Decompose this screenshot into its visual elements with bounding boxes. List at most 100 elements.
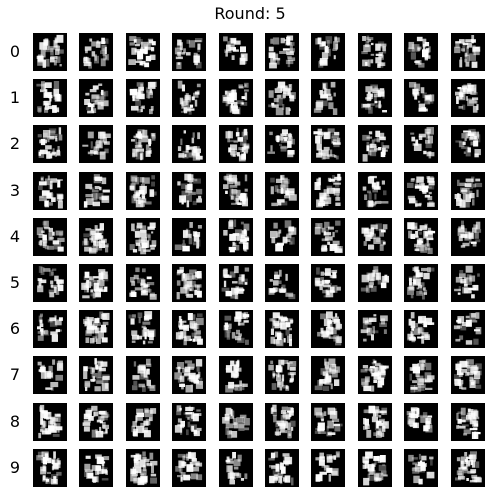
row-label: 0 xyxy=(9,42,21,61)
sample-image xyxy=(450,171,485,210)
sample-image xyxy=(357,79,392,118)
sample-image xyxy=(357,448,392,487)
sample-image xyxy=(265,79,299,118)
sample-image xyxy=(311,125,346,164)
sample-image xyxy=(125,310,160,349)
sample-image xyxy=(450,448,485,487)
sample-image xyxy=(218,217,253,256)
sample-image xyxy=(33,79,67,118)
sample-image xyxy=(218,33,253,71)
sample-image xyxy=(404,264,439,302)
sample-image xyxy=(218,310,253,349)
sample-image xyxy=(450,125,485,164)
sample-image xyxy=(311,217,346,256)
sample-image xyxy=(172,356,207,395)
sample-image xyxy=(218,356,253,395)
sample-image xyxy=(79,402,114,441)
row-label: 2 xyxy=(9,134,21,154)
sample-image xyxy=(357,217,392,256)
sample-image xyxy=(450,33,485,71)
sample-image xyxy=(404,448,439,487)
row-label: 3 xyxy=(9,180,21,200)
sample-image xyxy=(404,310,439,349)
sample-image xyxy=(357,310,392,349)
sample-image xyxy=(33,33,67,71)
sample-image xyxy=(33,310,67,349)
sample-image xyxy=(404,33,439,71)
sample-image xyxy=(125,33,160,71)
sample-image xyxy=(172,448,207,487)
sample-image xyxy=(79,125,114,164)
sample-image xyxy=(404,217,439,256)
sample-image xyxy=(79,79,114,118)
sample-image xyxy=(357,33,392,71)
sample-image xyxy=(79,448,114,487)
sample-image xyxy=(125,264,160,302)
sample-image xyxy=(265,125,299,164)
sample-image xyxy=(172,33,207,71)
sample-image xyxy=(265,310,299,349)
sample-image xyxy=(172,310,207,349)
figure-title: Round: 5 xyxy=(214,4,286,23)
sample-image xyxy=(33,217,67,256)
sample-image xyxy=(404,171,439,210)
sample-image xyxy=(311,402,346,441)
sample-image xyxy=(172,402,207,441)
row-label: 9 xyxy=(9,457,21,477)
sample-image xyxy=(311,171,346,210)
row-label: 4 xyxy=(9,226,21,246)
row-label: 1 xyxy=(9,88,21,108)
sample-image xyxy=(218,171,253,210)
sample-image xyxy=(125,448,160,487)
sample-image xyxy=(33,448,67,487)
sample-image xyxy=(311,448,346,487)
sample-image xyxy=(450,356,485,395)
sample-image xyxy=(33,125,67,164)
sample-image xyxy=(125,125,160,164)
sample-image xyxy=(311,264,346,302)
sample-image xyxy=(79,33,114,71)
sample-image xyxy=(125,171,160,210)
sample-image xyxy=(33,402,67,441)
sample-image xyxy=(79,310,114,349)
sample-image xyxy=(404,79,439,118)
sample-image xyxy=(265,402,299,441)
sample-image xyxy=(265,33,299,71)
row-label: 7 xyxy=(9,365,21,385)
sample-image xyxy=(265,356,299,395)
sample-image xyxy=(172,79,207,118)
sample-image xyxy=(218,448,253,487)
sample-image xyxy=(311,310,346,349)
sample-image xyxy=(357,356,392,395)
row-label: 5 xyxy=(9,273,21,292)
sample-image xyxy=(33,264,67,302)
sample-image xyxy=(172,217,207,256)
sample-image xyxy=(79,217,114,256)
row-label: 8 xyxy=(9,411,21,431)
sample-image xyxy=(404,402,439,441)
sample-image xyxy=(311,79,346,118)
sample-image xyxy=(172,171,207,210)
sample-image xyxy=(311,356,346,395)
sample-image xyxy=(450,217,485,256)
sample-image xyxy=(125,402,160,441)
sample-image xyxy=(79,264,114,302)
sample-image xyxy=(79,356,114,395)
sample-image xyxy=(79,171,114,210)
sample-image xyxy=(357,171,392,210)
sample-image xyxy=(450,310,485,349)
sample-image xyxy=(265,448,299,487)
sample-image xyxy=(218,264,253,302)
sample-image xyxy=(265,217,299,256)
sample-image xyxy=(450,79,485,118)
sample-image xyxy=(218,402,253,441)
sample-image xyxy=(33,356,67,395)
sample-image xyxy=(125,217,160,256)
sample-image xyxy=(125,356,160,395)
sample-image xyxy=(172,125,207,164)
sample-image xyxy=(450,402,485,441)
sample-image xyxy=(218,125,253,164)
sample-image xyxy=(125,79,160,118)
sample-image xyxy=(265,264,299,302)
